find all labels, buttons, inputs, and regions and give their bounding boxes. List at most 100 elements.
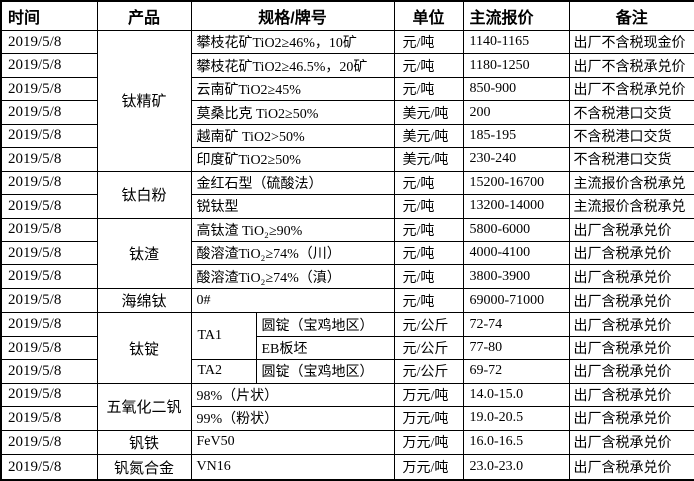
cell-note: 出厂含税承兑价 bbox=[568, 382, 694, 408]
cell-note: 不含税港口交货 bbox=[568, 147, 694, 172]
cell-price: 23.0-23.0 bbox=[462, 454, 570, 481]
cell-spec: EB板坯 bbox=[255, 335, 395, 361]
cell-grade-ta2: TA2 bbox=[190, 359, 257, 384]
cell-note: 出厂不含税承兑价 bbox=[568, 53, 694, 78]
cell-unit: 元/吨 bbox=[393, 53, 464, 78]
cell-date: 2019/5/8 bbox=[0, 454, 98, 481]
cell-price: 1180-1250 bbox=[462, 53, 570, 78]
table-header-row: 时间 产品 规格/牌号 单位 主流报价 备注 bbox=[0, 0, 694, 31]
table-row: 2019/5/8 钛精矿 攀枝花矿TiO2≥46%，10矿 元/吨 1140-1… bbox=[0, 29, 694, 172]
cell-unit: 元/吨 bbox=[393, 287, 464, 314]
cell-date: 2019/5/8 bbox=[0, 100, 98, 125]
cell-date: 2019/5/8 bbox=[0, 194, 98, 219]
cell-unit: 元/公斤 bbox=[393, 312, 464, 337]
cell-date: 2019/5/8 bbox=[0, 429, 98, 456]
cell-unit: 元/公斤 bbox=[393, 359, 464, 384]
cell-date: 2019/5/8 bbox=[0, 406, 98, 431]
col-header-unit: 单位 bbox=[393, 0, 464, 31]
col-header-note: 备注 bbox=[568, 0, 694, 31]
cell-price: 19.0-20.5 bbox=[462, 406, 570, 431]
cell-note: 出厂含税承兑价 bbox=[568, 406, 694, 431]
cell-note: 主流报价含税承兑 bbox=[568, 194, 694, 219]
cell-note: 不含税港口交货 bbox=[568, 123, 694, 149]
cell-unit: 美元/吨 bbox=[393, 123, 464, 149]
cell-product-ferrovanadium: 钒铁 bbox=[96, 429, 192, 456]
cell-date: 2019/5/8 bbox=[0, 29, 98, 55]
cell-price: 5800-6000 bbox=[462, 217, 570, 242]
table-row: 2019/5/8 酸溶渣TiO₂≥74%（滇） 元/吨 3800-3900 出厂… bbox=[0, 264, 694, 289]
table-row: 2019/5/8 云南矿TiO2≥45% 元/吨 850-900 出厂不含税承兑… bbox=[0, 76, 694, 102]
cell-price: 72-74 bbox=[462, 312, 570, 337]
cell-price: 185-195 bbox=[462, 123, 570, 149]
cell-product-vanadium-pentoxide: 五氧化二钒 bbox=[96, 382, 192, 431]
table-row: 2019/5/8 锐钛型 元/吨 13200-14000 主流报价含税承兑 bbox=[0, 194, 694, 219]
table-row: 2019/5/8 钛白粉 金红石型（硫酸法） 元/吨 15200-16700 主… bbox=[0, 170, 694, 219]
cell-price: 69000-71000 bbox=[462, 287, 570, 314]
cell-spec: 云南矿TiO2≥45% bbox=[190, 76, 395, 102]
cell-note: 出厂含税承兑价 bbox=[568, 312, 694, 337]
cell-unit: 元/吨 bbox=[393, 240, 464, 266]
cell-spec: 圆锭（宝鸡地区） bbox=[255, 359, 395, 384]
cell-note: 出厂含税承兑价 bbox=[568, 287, 694, 314]
cell-price: 14.0-15.0 bbox=[462, 382, 570, 408]
cell-spec: VN16 bbox=[190, 454, 395, 481]
cell-spec: 酸溶渣TiO₂≥74%（滇） bbox=[190, 264, 395, 289]
cell-note: 出厂不含税现金价 bbox=[568, 29, 694, 55]
cell-date: 2019/5/8 bbox=[0, 312, 98, 337]
cell-unit: 元/吨 bbox=[393, 29, 464, 55]
cell-price: 69-72 bbox=[462, 359, 570, 384]
cell-unit: 万元/吨 bbox=[393, 429, 464, 456]
cell-product-titanium-slag: 钛渣 bbox=[96, 217, 192, 289]
cell-date: 2019/5/8 bbox=[0, 170, 98, 196]
cell-unit: 万元/吨 bbox=[393, 454, 464, 481]
cell-price: 230-240 bbox=[462, 147, 570, 172]
cell-note: 出厂含税承兑价 bbox=[568, 454, 694, 481]
cell-date: 2019/5/8 bbox=[0, 264, 98, 289]
table-row: 2019/5/8 钛锭 TA1 圆锭（宝鸡地区） 元/公斤 72-74 出厂含税… bbox=[0, 312, 694, 384]
cell-date: 2019/5/8 bbox=[0, 76, 98, 102]
cell-note: 出厂含税承兑价 bbox=[568, 335, 694, 361]
cell-spec: 酸溶渣TiO₂≥74%（川） bbox=[190, 240, 395, 266]
cell-spec: 越南矿 TiO2>50% bbox=[190, 123, 395, 149]
cell-price: 13200-14000 bbox=[462, 194, 570, 219]
cell-unit: 美元/吨 bbox=[393, 100, 464, 125]
table-row: 2019/5/8 越南矿 TiO2>50% 美元/吨 185-195 不含税港口… bbox=[0, 123, 694, 149]
table-row: 2019/5/8 五氧化二钒 98%（片状） 万元/吨 14.0-15.0 出厂… bbox=[0, 382, 694, 431]
cell-date: 2019/5/8 bbox=[0, 147, 98, 172]
cell-spec: FeV50 bbox=[190, 429, 395, 456]
cell-note: 出厂含税承兑价 bbox=[568, 429, 694, 456]
cell-date: 2019/5/8 bbox=[0, 287, 98, 314]
cell-spec: 99%（粉状） bbox=[190, 406, 395, 431]
cell-spec: 莫桑比克 TiO2≥50% bbox=[190, 100, 395, 125]
cell-unit: 元/吨 bbox=[393, 194, 464, 219]
cell-spec: 攀枝花矿TiO2≥46%，10矿 bbox=[190, 29, 395, 55]
cell-spec: 高钛渣 TiO₂≥90% bbox=[190, 217, 395, 242]
cell-grade-ta1: TA1 bbox=[190, 312, 257, 361]
cell-price: 16.0-16.5 bbox=[462, 429, 570, 456]
table-row: 2019/5/8 酸溶渣TiO₂≥74%（川） 元/吨 4000-4100 出厂… bbox=[0, 240, 694, 266]
cell-spec: 金红石型（硫酸法） bbox=[190, 170, 395, 196]
cell-price: 77-80 bbox=[462, 335, 570, 361]
cell-note: 不含税港口交货 bbox=[568, 100, 694, 125]
col-header-price: 主流报价 bbox=[462, 0, 570, 31]
cell-note: 出厂含税承兑价 bbox=[568, 264, 694, 289]
table-row: 2019/5/8 99%（粉状） 万元/吨 19.0-20.5 出厂含税承兑价 bbox=[0, 406, 694, 431]
cell-unit: 美元/吨 bbox=[393, 147, 464, 172]
cell-unit: 元/公斤 bbox=[393, 335, 464, 361]
cell-price: 850-900 bbox=[462, 76, 570, 102]
cell-product-titanium-dioxide: 钛白粉 bbox=[96, 170, 192, 219]
cell-spec: 圆锭（宝鸡地区） bbox=[255, 312, 395, 337]
cell-product-titanium-ingot: 钛锭 bbox=[96, 312, 192, 384]
table-row: 2019/5/8 EB板坯 元/公斤 77-80 出厂含税承兑价 bbox=[0, 335, 694, 361]
cell-note: 出厂含税承兑价 bbox=[568, 217, 694, 242]
cell-date: 2019/5/8 bbox=[0, 217, 98, 242]
cell-unit: 元/吨 bbox=[393, 76, 464, 102]
cell-note: 出厂含税承兑价 bbox=[568, 240, 694, 266]
cell-spec: 印度矿TiO2≥50% bbox=[190, 147, 395, 172]
cell-date: 2019/5/8 bbox=[0, 53, 98, 78]
cell-price: 1140-1165 bbox=[462, 29, 570, 55]
table-row: 2019/5/8 TA2 圆锭（宝鸡地区） 元/公斤 69-72 出厂含税承兑价 bbox=[0, 359, 694, 384]
table-row: 2019/5/8 钛渣 高钛渣 TiO₂≥90% 元/吨 5800-6000 出… bbox=[0, 217, 694, 289]
cell-unit: 元/吨 bbox=[393, 264, 464, 289]
